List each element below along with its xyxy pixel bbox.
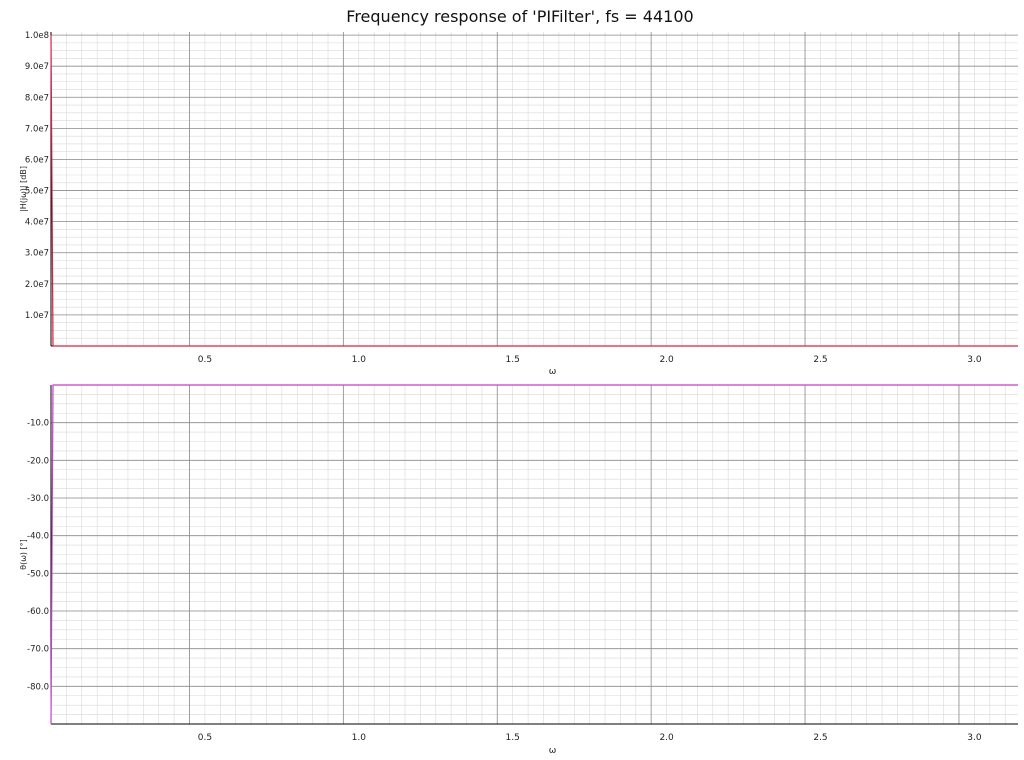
x-axis-label: ω (549, 746, 557, 756)
y-tick-label: -60.0 (27, 607, 49, 617)
phase-line (50, 384, 1018, 725)
y-axis-label: |H(jω)| [dB] (19, 166, 28, 212)
magnitude-line (50, 35, 1018, 347)
y-tick-label: 4.0e7 (25, 218, 49, 228)
y-tick-label: 8.0e7 (25, 93, 49, 103)
x-tick-label: 3.0 (967, 733, 982, 743)
y-tick-label: 5.0e7 (25, 187, 49, 197)
y-tick-label: 6.0e7 (25, 155, 49, 165)
x-tick-label: 2.0 (659, 355, 674, 365)
y-tick-label: 9.0e7 (25, 62, 49, 72)
x-tick-label: 0.5 (198, 355, 212, 365)
y-tick-label: 1.0e8 (25, 31, 49, 41)
x-tick-label: 1.5 (506, 355, 520, 365)
x-tick-label: 0.5 (198, 733, 212, 743)
y-tick-label: -40.0 (27, 532, 49, 542)
chart-title: Frequency response of 'PIFilter', fs = 4… (346, 7, 694, 26)
y-tick-label: 7.0e7 (25, 124, 49, 134)
x-tick-label: 2.5 (813, 733, 827, 743)
x-tick-label: 3.0 (967, 355, 982, 365)
x-tick-label: 2.0 (659, 733, 674, 743)
y-tick-label: -10.0 (27, 419, 49, 429)
magnitude-panel: 0.5 1.0 1.5 2.0 2.5 3.0 1.0e7 2.0e7 3.0e7 4.0e7 5.… (19, 31, 1018, 377)
x-tick-label: 1.5 (506, 733, 520, 743)
y-tick-label: -80.0 (27, 682, 49, 692)
y-axis-label: θ(ω) [°] (19, 539, 28, 570)
y-tick-label: 2.0e7 (25, 280, 49, 290)
y-tick-label: -70.0 (27, 645, 49, 655)
x-tick-label: 1.0 (352, 355, 367, 365)
phase-panel: 0.5 1.0 1.5 2.0 2.5 3.0 -10.0 -20.0 -30.0 -40.0 -5… (19, 384, 1018, 756)
y-tick-label: -50.0 (27, 569, 49, 579)
x-tick-label: 2.5 (813, 355, 827, 365)
x-axis-label: ω (549, 367, 557, 377)
y-tick-label: -30.0 (27, 494, 49, 504)
x-tick-label: 1.0 (352, 733, 367, 743)
y-tick-label: 1.0e7 (25, 311, 49, 321)
y-tick-label: -20.0 (27, 456, 49, 466)
y-tick-label: 3.0e7 (25, 249, 49, 259)
